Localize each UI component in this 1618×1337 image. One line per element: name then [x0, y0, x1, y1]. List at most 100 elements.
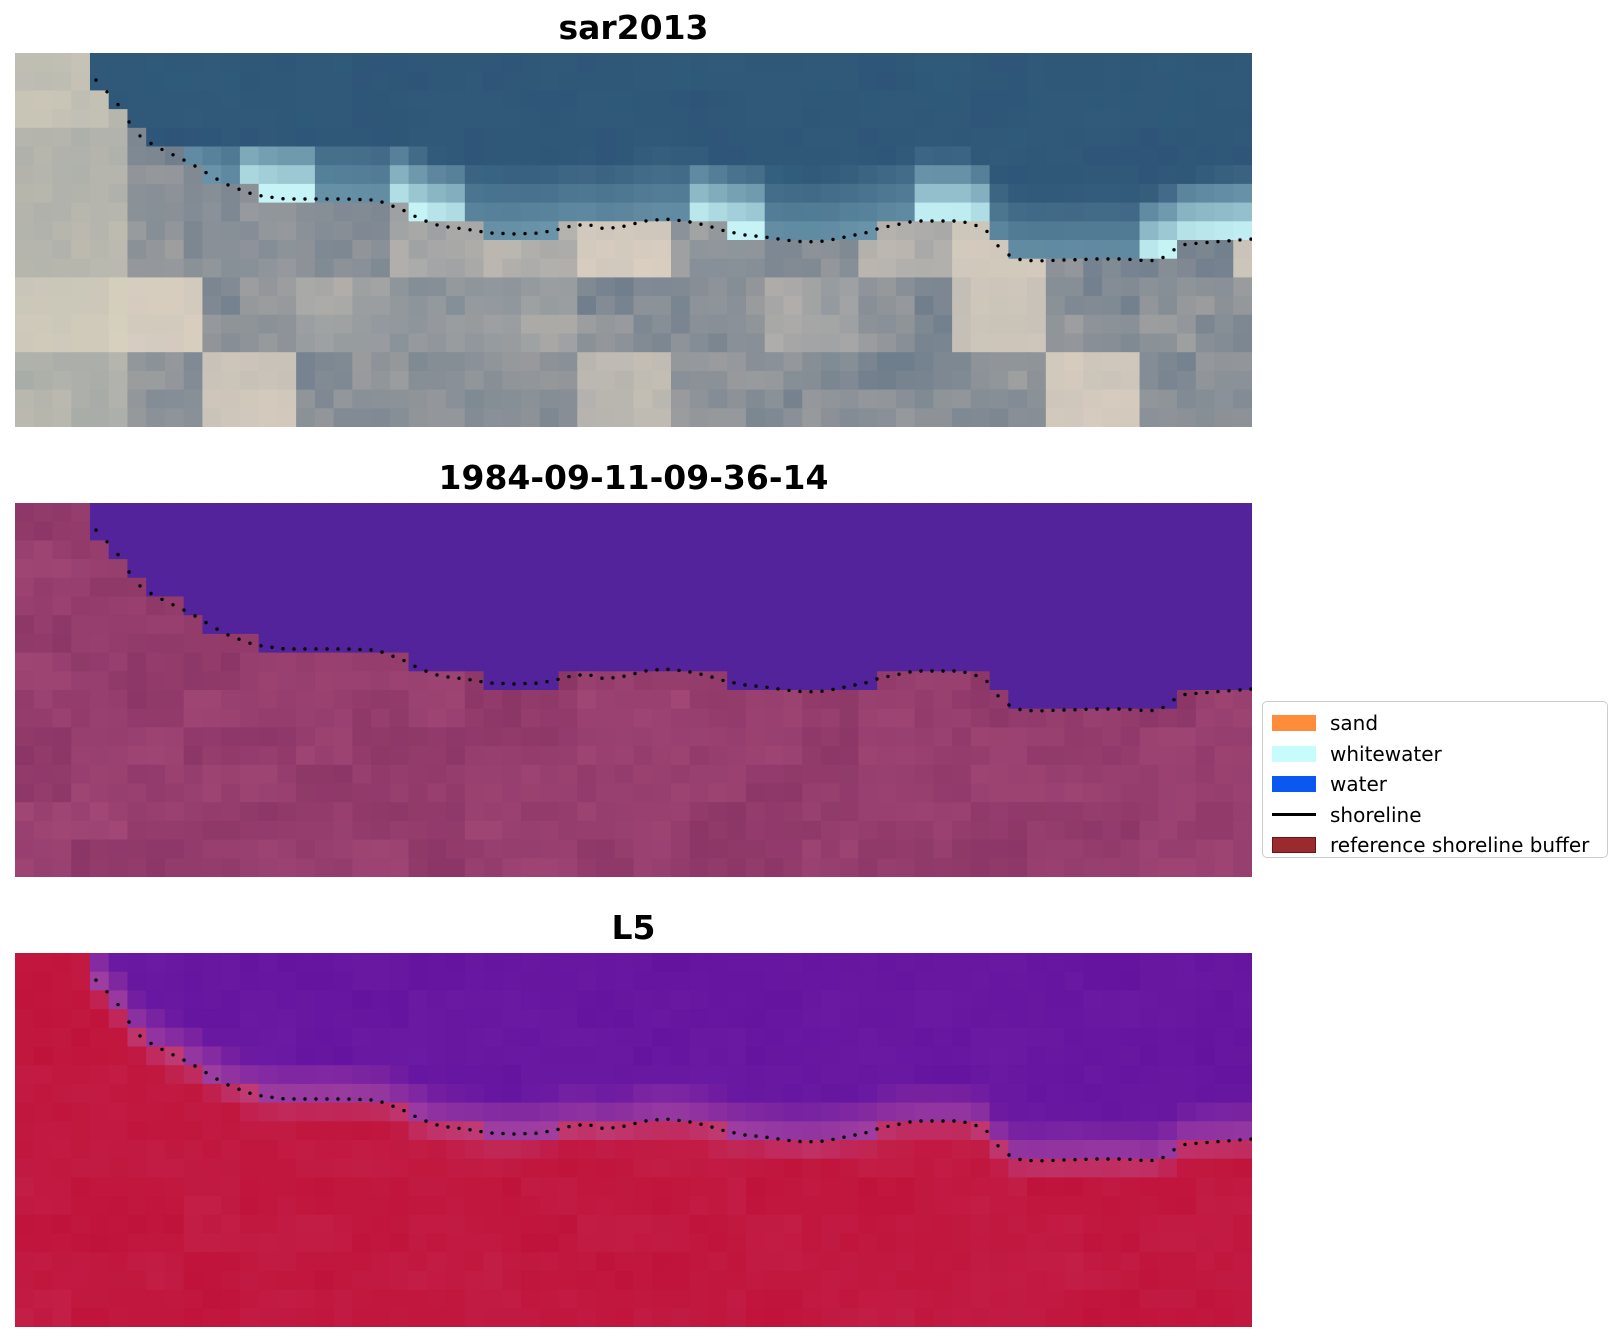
legend-label-reference-buffer: reference shoreline buffer — [1330, 833, 1590, 858]
pixel-cell — [783, 408, 803, 427]
shoreline-point — [985, 1129, 989, 1134]
shoreline-point — [974, 673, 978, 678]
shoreline-point — [787, 238, 791, 243]
legend-item-water: water — [1263, 769, 1607, 800]
pixel-cell — [389, 633, 410, 654]
shoreline-point — [754, 684, 758, 688]
pixel-cell — [221, 127, 241, 148]
shoreline-point — [809, 690, 813, 694]
pixel-cell — [670, 71, 691, 91]
pixel-cell — [633, 1102, 653, 1122]
pixel-cell — [783, 559, 803, 579]
pixel-cell — [202, 971, 222, 991]
pixel-cell — [389, 1065, 410, 1085]
pixel-cell — [389, 109, 410, 129]
pixel-cell — [408, 1121, 428, 1141]
pixel-cell — [389, 333, 410, 353]
pixel-cell — [52, 971, 72, 991]
pixel-cell — [258, 1158, 278, 1178]
pixel-cell — [427, 1027, 447, 1048]
pixel-cell — [670, 820, 691, 841]
pixel-cell — [1064, 1121, 1084, 1141]
pixel-cell — [783, 858, 803, 877]
pixel-cell — [1064, 1308, 1084, 1327]
pixel-cell — [314, 127, 335, 148]
pixel-cell — [820, 1177, 841, 1197]
shoreline-point — [974, 223, 978, 228]
pixel-cell — [577, 690, 597, 710]
pixel-cell — [127, 202, 147, 222]
pixel-cell — [577, 971, 597, 991]
pixel-cell — [239, 802, 260, 822]
shoreline-point — [226, 183, 230, 187]
pixel-cell — [127, 1196, 147, 1216]
pixel-cell — [1177, 370, 1197, 391]
pixel-cell — [1177, 1121, 1197, 1141]
pixel-cell — [1083, 408, 1103, 427]
pixel-cell — [877, 333, 897, 353]
pixel-cell — [652, 1083, 672, 1104]
pixel-cell — [764, 71, 785, 91]
pixel-cell — [1158, 820, 1178, 841]
pixel-cell — [1083, 352, 1103, 372]
pixel-cell — [539, 240, 560, 260]
pixel-cell — [333, 652, 353, 672]
pixel-cell — [952, 764, 972, 785]
pixel-cell — [558, 633, 578, 654]
pixel-cell — [483, 240, 503, 260]
pixel-cell — [577, 1083, 597, 1104]
pixel-cell — [371, 615, 391, 635]
pixel-cell — [427, 277, 447, 297]
pixel-cell — [558, 71, 578, 91]
pixel-cell — [127, 314, 147, 335]
pixel-cell — [483, 408, 503, 427]
pixel-cell — [877, 1065, 897, 1085]
pixel-cell — [783, 221, 803, 241]
pixel-cell — [839, 202, 860, 222]
pixel-cell — [15, 314, 35, 335]
pixel-cell — [577, 183, 597, 204]
pixel-cell — [296, 503, 316, 523]
pixel-cell — [820, 615, 841, 635]
panel-title-satname: L5 — [611, 908, 656, 947]
pixel-cell — [577, 540, 597, 560]
pixel-cell — [183, 858, 204, 877]
pixel-cell — [670, 202, 691, 222]
pixel-cell — [183, 633, 204, 654]
pixel-cell — [333, 296, 353, 316]
pixel-cell — [952, 1046, 972, 1066]
shoreline-point — [688, 670, 692, 674]
pixel-cell — [558, 314, 578, 335]
pixel-cell — [183, 953, 204, 973]
pixel-cell — [89, 1027, 110, 1048]
pixel-cell — [596, 708, 616, 728]
pixel-cell — [1102, 333, 1122, 353]
pixel-cell — [164, 596, 185, 616]
pixel-cell — [1083, 1046, 1103, 1066]
pixel-cell — [802, 690, 822, 710]
pixel-cell — [221, 953, 241, 973]
pixel-cell — [239, 783, 260, 803]
pixel-cell — [1177, 615, 1197, 635]
pixel-cell — [314, 971, 335, 991]
pixel-cell — [1233, 596, 1252, 616]
pixel-cell — [1083, 708, 1103, 728]
pixel-cell — [408, 109, 428, 129]
shoreline-point — [160, 597, 164, 602]
pixel-cell — [33, 1083, 54, 1104]
pixel-cell — [1008, 1158, 1028, 1178]
shoreline-point — [1029, 1158, 1033, 1163]
pixel-cell — [1158, 53, 1178, 73]
pixel-cell — [727, 1196, 747, 1216]
pixel-cell — [652, 1065, 672, 1085]
pixel-cell — [277, 333, 297, 353]
shoreline-point — [248, 191, 252, 195]
pixel-cell — [745, 90, 766, 110]
pixel-cell — [314, 990, 335, 1010]
pixel-cell — [1233, 708, 1252, 728]
pixel-cell — [689, 615, 710, 635]
pixel-cell — [183, 521, 204, 541]
pixel-cell — [1139, 690, 1159, 710]
pixel-cell — [952, 90, 972, 110]
pixel-cell — [577, 146, 597, 166]
